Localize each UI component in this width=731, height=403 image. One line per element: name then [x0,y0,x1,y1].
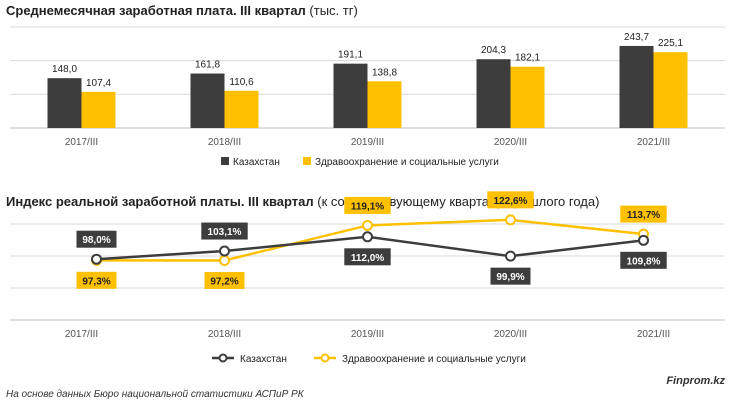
line-chart-title-bold: Индекс реальной заработной платы. III кв… [6,194,314,209]
line-x-tick-label: 2021/III [637,329,670,340]
bar-health [510,66,545,128]
bar-health [653,52,688,128]
line-label-box-kazakhstan [620,251,667,269]
bar-value-label: 243,7 [624,32,649,43]
bar-x-tick-label: 2020/III [494,137,527,148]
bar-health [224,90,259,128]
line-point-kazakhstan [638,234,649,246]
bar-kazakhstan [190,73,225,128]
bar-value-label: 225,1 [658,38,683,49]
bar-value-label: 107,4 [86,78,111,89]
legend-label-health: Здравоохранение и социальные услуги [315,157,499,168]
line-value-label: 98,0% [82,235,110,246]
line-point-kazakhstan [91,253,102,265]
bar-x-tick-label: 2021/III [637,137,670,148]
line-point-health [219,254,230,266]
bar-kazakhstan [476,59,511,128]
line-point-health [505,214,516,226]
line-x-tick-label: 2019/III [351,329,384,340]
line-label-box-health [344,196,391,214]
legend-label-health: Здравоохранение и социальные услуги [342,354,526,365]
line-label-box-kazakhstan [201,222,248,240]
line-value-label: 99,9% [496,272,524,283]
line-point-health [362,219,373,231]
line-value-label: 122,6% [494,196,528,207]
legend-marker-kazakhstan [218,353,228,363]
line-value-label: 119,1% [351,201,384,212]
bar-kazakhstan [333,63,368,129]
line-point-kazakhstan [219,245,230,257]
line-value-label: 112,0% [351,253,384,264]
bar-value-label: 110,6 [229,77,254,88]
bar-value-label: 182,1 [515,53,540,64]
bar-value-label: 138,8 [372,67,397,78]
brand-label: Finprom.kz [666,375,725,387]
line-x-tick-label: 2018/III [208,329,241,340]
source-note: На основе данных Бюро национальной стати… [6,389,305,400]
line-point-kazakhstan [505,250,516,262]
line-label-box-kazakhstan [490,267,531,285]
line-label-box-kazakhstan [344,248,391,266]
line-label-box-kazakhstan [76,230,117,248]
bar-health [81,91,116,128]
bar-value-label: 148,0 [52,64,77,75]
legend-marker-health [320,353,330,363]
line-label-box-health [620,205,667,223]
bar-kazakhstan [47,78,82,128]
line-value-label: 113,7% [627,210,660,221]
line-label-box-health [76,271,117,289]
bar-chart-title-unit: (тыс. тг) [306,3,358,18]
line-label-box-health [204,271,245,289]
line-x-tick-label: 2017/III [65,329,98,340]
legend-label-kazakhstan: Казахстан [233,157,280,168]
bar-x-tick-label: 2017/III [65,137,98,148]
line-label-box-health [487,191,534,209]
bar-value-label: 161,8 [195,60,220,71]
legend-swatch-health [303,157,311,165]
line-value-label: 103,1% [208,227,242,238]
bar-x-tick-label: 2018/III [208,137,241,148]
bar-value-label: 191,1 [338,50,363,61]
line-value-label: 109,8% [627,256,661,267]
line-point-kazakhstan [362,231,373,243]
line-x-tick-label: 2020/III [494,329,527,340]
legend-label-kazakhstan: Казахстан [240,354,287,365]
bar-x-tick-label: 2019/III [351,137,384,148]
bar-chart-title: Среднемесячная заработная плата. III ква… [6,3,358,18]
bar-health [367,81,402,128]
bar-kazakhstan [619,45,654,129]
line-value-label: 97,2% [210,276,238,287]
line-value-label: 97,3% [82,276,110,287]
line-chart: 98,0% 103,1% 112,0% 99,9% 109,8% 97,3% 97,2% 11… [10,191,725,365]
bar-chart: 148,0 107,4 2017/III 161,8 110,6 2018/III 191,… [10,26,725,168]
bar-chart-title-bold: Среднемесячная заработная плата. III ква… [6,3,306,18]
legend-swatch-kazakhstan [221,157,229,165]
bar-value-label: 204,3 [481,45,506,56]
